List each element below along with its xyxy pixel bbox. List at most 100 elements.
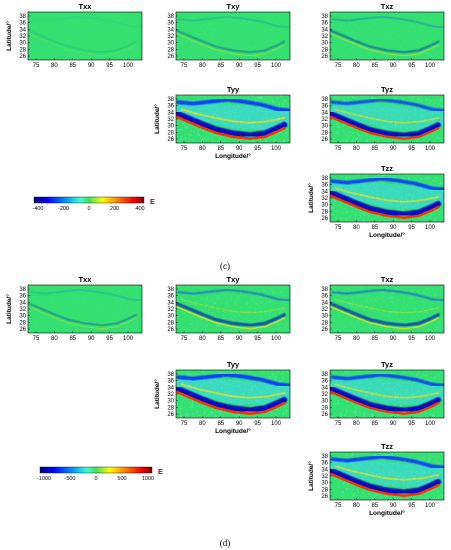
y-tick-label: 28 — [321, 130, 328, 136]
x-tick-label: 85 — [371, 421, 378, 427]
x-tick-label: 90 — [390, 421, 397, 427]
x-tick-label: 75 — [33, 336, 40, 342]
colorbar: -400 -200 0 200 400 E — [32, 196, 155, 212]
colorbar-gradient — [39, 466, 153, 474]
x-tick-label: 75 — [181, 146, 188, 152]
y-tick-label: 32 — [19, 34, 26, 40]
colorbar-tick-label: -200 — [58, 206, 69, 212]
x-tick-label: 80 — [353, 63, 360, 69]
x-tick-label: 90 — [390, 63, 397, 69]
x-tick-label: 95 — [106, 336, 113, 342]
x-tick-label: 85 — [217, 336, 224, 342]
y-tick-label: 38 — [167, 287, 174, 293]
y-tick-label: 30 — [167, 124, 174, 130]
x-tick-label: 85 — [217, 421, 224, 427]
y-tick-label: 26 — [321, 412, 328, 418]
map-title: Txz — [381, 275, 394, 284]
x-tick-label: 95 — [254, 63, 261, 69]
y-tick-label: 36 — [19, 21, 26, 27]
x-tick-label: 95 — [254, 146, 261, 152]
map-title: Tyz — [381, 85, 393, 94]
x-tick-label: 80 — [353, 336, 360, 342]
y-tick-label: 38 — [167, 14, 174, 20]
y-tick-label: 26 — [321, 54, 328, 60]
colorbar-tick-label: 0 — [87, 206, 90, 212]
y-tick-label: 34 — [321, 27, 328, 33]
y-tick-label: 38 — [321, 14, 328, 20]
map-title: Tzz — [381, 442, 393, 451]
y-tick-label: 36 — [321, 294, 328, 300]
x-tick-label: 95 — [408, 225, 415, 231]
y-tick-label: 28 — [167, 405, 174, 411]
y-tick-label: 30 — [19, 314, 26, 320]
y-tick-label: 36 — [19, 294, 26, 300]
colorbar-gradient — [33, 196, 145, 204]
y-tick-label: 32 — [321, 392, 328, 398]
y-tick-label: 26 — [321, 216, 328, 222]
map-field — [330, 370, 444, 418]
x-tick-label: 95 — [408, 336, 415, 342]
x-tick-label: 90 — [236, 421, 243, 427]
y-tick-label: 36 — [321, 461, 328, 467]
map-field — [28, 285, 142, 333]
y-tick-label: 28 — [321, 405, 328, 411]
y-tick-label: 26 — [321, 327, 328, 333]
x-tick-label: 85 — [371, 503, 378, 509]
x-axis-label: Longitude/° — [215, 152, 251, 160]
x-tick-label: 100 — [425, 225, 436, 231]
x-tick-label: 90 — [236, 336, 243, 342]
x-tick-label: 85 — [69, 336, 76, 342]
x-tick-label: 75 — [33, 63, 40, 69]
y-tick-label: 30 — [167, 399, 174, 405]
map-field — [330, 95, 444, 143]
y-tick-label: 38 — [19, 287, 26, 293]
y-tick-label: 28 — [167, 130, 174, 136]
y-tick-label: 30 — [167, 41, 174, 47]
x-tick-label: 75 — [181, 421, 188, 427]
y-axis-label: Latitude/° — [307, 183, 315, 213]
map-field — [176, 12, 290, 60]
x-axis-label: Longitude/° — [369, 231, 405, 239]
y-tick-label: 26 — [19, 54, 26, 60]
y-tick-label: 34 — [167, 27, 174, 33]
y-tick-label: 26 — [167, 327, 174, 333]
x-tick-label: 100 — [123, 63, 134, 69]
y-tick-label: 32 — [19, 307, 26, 313]
y-tick-label: 34 — [19, 27, 26, 33]
x-tick-label: 75 — [181, 336, 188, 342]
x-tick-label: 90 — [390, 225, 397, 231]
y-tick-label: 28 — [321, 320, 328, 326]
y-tick-label: 26 — [167, 412, 174, 418]
map-title: Txx — [79, 275, 93, 284]
x-axis-label: Longitude/° — [369, 509, 405, 517]
map-title: Txy — [227, 275, 241, 284]
x-tick-label: 80 — [353, 225, 360, 231]
x-tick-label: 75 — [335, 146, 342, 152]
x-tick-label: 90 — [88, 336, 95, 342]
map-title: Txy — [227, 2, 241, 11]
y-tick-label: 28 — [167, 320, 174, 326]
y-tick-label: 34 — [167, 110, 174, 116]
y-tick-label: 36 — [167, 104, 174, 110]
y-axis-label: Latitude/° — [5, 294, 13, 324]
y-tick-label: 30 — [167, 314, 174, 320]
x-tick-label: 75 — [181, 63, 188, 69]
y-tick-label: 38 — [321, 287, 328, 293]
x-tick-label: 80 — [199, 63, 206, 69]
x-tick-label: 85 — [217, 146, 224, 152]
colorbar-unit-label: E — [150, 197, 155, 206]
y-tick-label: 36 — [321, 183, 328, 189]
y-tick-label: 32 — [321, 474, 328, 480]
map-title: Tyz — [381, 360, 393, 369]
y-tick-label: 28 — [19, 47, 26, 53]
x-tick-label: 100 — [425, 146, 436, 152]
caption-d: (d) — [220, 538, 231, 548]
map-title: Tyy — [227, 360, 240, 369]
y-tick-label: 34 — [321, 300, 328, 306]
x-tick-label: 95 — [106, 63, 113, 69]
